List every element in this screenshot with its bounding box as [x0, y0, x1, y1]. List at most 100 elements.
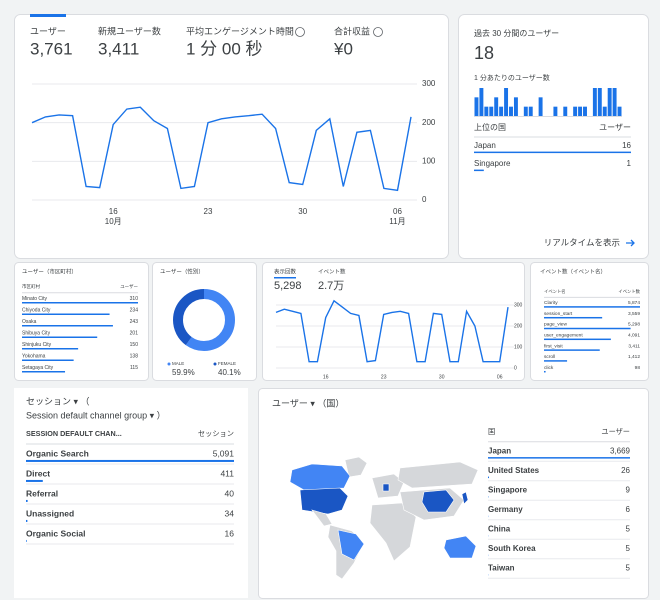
metric-value: 3,761: [30, 39, 73, 58]
bar: [22, 325, 113, 327]
bar: [22, 336, 98, 338]
bar: [474, 151, 631, 154]
y-tick-label: 300: [422, 79, 436, 88]
row-value: 16: [622, 141, 631, 150]
row-value: 138: [130, 353, 139, 359]
row-value: 5: [626, 544, 631, 553]
metric-value: 5,298: [274, 280, 302, 292]
row-name: Unassigned: [26, 508, 74, 518]
bar: [489, 106, 494, 116]
region: [289, 463, 351, 491]
x-tick-label: 16: [323, 374, 329, 380]
bar: [583, 106, 587, 116]
x-month-label: 10月: [105, 217, 122, 226]
row-name: Japan: [474, 141, 496, 150]
y-tick-label: 300: [514, 302, 523, 308]
row-name: Taiwan: [488, 564, 515, 573]
bar: [474, 169, 484, 172]
metric-value: 1 分 00 秒: [186, 39, 263, 58]
y-tick-label: 200: [514, 323, 523, 329]
row-name: China: [488, 525, 511, 534]
row-name: Yokohama: [22, 353, 46, 359]
bar: [544, 327, 631, 330]
region: [421, 489, 455, 513]
metric-value: ¥0: [333, 39, 353, 58]
x-tick-label: 23: [204, 207, 213, 216]
overview-card: [14, 14, 449, 259]
legend-label: FEMALE: [218, 361, 236, 366]
metric-value: 3,411: [98, 39, 139, 58]
help-icons: [295, 27, 383, 37]
bar: [499, 106, 504, 116]
row-name: first_visit: [544, 343, 563, 349]
x-tick-label: 06: [393, 207, 402, 216]
row-value: 16: [225, 528, 235, 538]
active-tab: [30, 14, 66, 17]
donut-segment: [173, 289, 235, 351]
title: 過去 30 分間のユーザー: [474, 28, 559, 38]
help-icon[interactable]: [295, 27, 305, 37]
column-header: 市区町村: [22, 283, 40, 290]
row-name: Shibuya City: [22, 330, 51, 336]
row-name: Direct: [26, 468, 50, 478]
row-name: scroll: [544, 354, 555, 360]
value-label: 59.9%: [172, 368, 195, 377]
y-tick-label: 200: [422, 118, 436, 127]
x-tick-label: 16: [109, 207, 118, 216]
bar: [523, 106, 528, 116]
world-map: [289, 456, 479, 580]
help-icon[interactable]: [373, 27, 383, 37]
bar: [573, 106, 578, 116]
bar: [26, 539, 27, 542]
column-header: ユーザー: [599, 123, 631, 132]
bar: [563, 106, 568, 116]
row-value: 26: [621, 466, 630, 475]
row-value: 1,412: [628, 354, 640, 360]
bar: [22, 359, 74, 361]
row-value: 5: [626, 525, 631, 534]
region: [461, 491, 469, 505]
y-tick-label: 100: [422, 156, 436, 165]
link[interactable]: リアルタイムを表示: [544, 237, 620, 247]
row-name: Minato City: [22, 296, 48, 302]
events-card: [530, 262, 649, 381]
x-tick-label: 06: [497, 374, 503, 380]
row-name: click: [544, 365, 554, 371]
bar: [484, 106, 489, 116]
bar: [26, 519, 28, 522]
region: [397, 461, 479, 489]
row-value: 150: [130, 342, 139, 348]
row-name: Setagaya City: [22, 365, 54, 371]
channels-card: [14, 388, 248, 598]
row-value: 5,298: [628, 322, 640, 328]
row-name: Organic Social: [26, 528, 86, 538]
x-tick-label: 30: [439, 374, 445, 380]
row-name: page_view: [544, 322, 567, 328]
x-tick-label: 30: [298, 207, 307, 216]
bar: [488, 457, 630, 459]
bar: [479, 88, 484, 116]
title: セッション ▾ （: [26, 396, 90, 406]
title: イベント数（イベント名）: [540, 267, 606, 275]
column-header: セッション: [198, 429, 234, 438]
legend-swatch: [167, 362, 171, 366]
column-header: 国: [488, 427, 495, 436]
bar: [22, 371, 66, 373]
bar: [22, 302, 138, 304]
metric-label: 表示回数: [274, 267, 297, 275]
bar: [26, 459, 234, 462]
bar: [607, 88, 612, 116]
row-value: 5: [626, 564, 631, 573]
title: ユーザー ▾ （国）: [272, 398, 344, 408]
column-header: SESSION DEFAULT CHAN...: [26, 429, 122, 438]
bar: [544, 349, 600, 351]
gender-card: [152, 262, 257, 381]
arrow-icon[interactable]: [626, 239, 635, 247]
row-name: Japan: [488, 447, 511, 456]
row-value: 1: [627, 159, 632, 168]
bar: [544, 306, 640, 308]
y-tick-label: 0: [514, 365, 517, 371]
metric-value: 2.7万: [318, 280, 344, 292]
row-name: South Korea: [488, 544, 536, 553]
bar: [26, 479, 43, 482]
